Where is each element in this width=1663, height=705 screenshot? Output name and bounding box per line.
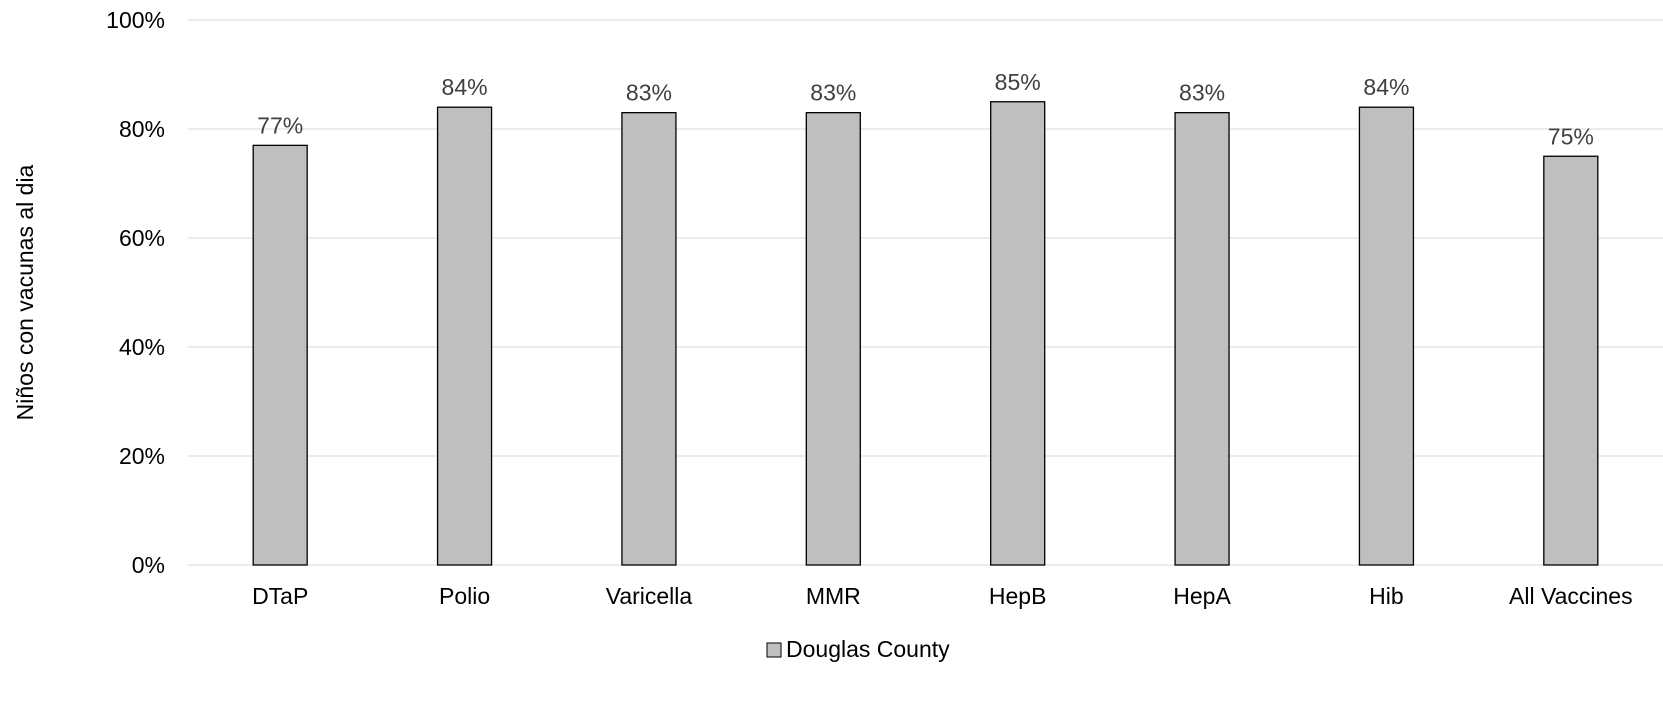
bars: [252, 101, 1599, 566]
bar: [1543, 155, 1599, 566]
y-tick-label: 60%: [119, 225, 165, 251]
x-tick-label: All Vaccines: [1509, 583, 1633, 609]
data-label: 84%: [442, 74, 488, 100]
bar: [990, 101, 1046, 566]
x-tick-label: MMR: [806, 583, 861, 609]
bar: [436, 106, 493, 566]
data-label: 77%: [257, 112, 303, 138]
x-tick-label: Varicella: [606, 583, 693, 609]
y-axis-title: Niños con vacunas al dia: [12, 164, 38, 420]
y-tick-label: 0%: [132, 552, 165, 578]
y-tick-label: 80%: [119, 116, 165, 142]
y-tick-label: 100%: [106, 7, 165, 33]
y-tick-label: 40%: [119, 334, 165, 360]
y-axis-ticks: 0% 20% 40% 60% 80% 100%: [106, 7, 165, 578]
x-tick-label: Hib: [1369, 583, 1404, 609]
x-tick-label: DTaP: [252, 583, 308, 609]
x-tick-label: Polio: [439, 583, 490, 609]
bar: [805, 112, 861, 566]
data-label: 83%: [810, 80, 856, 106]
data-label: 85%: [995, 69, 1041, 95]
bar: [252, 144, 308, 566]
data-label: 75%: [1548, 123, 1594, 149]
data-labels: 77% 84% 83% 83% 85% 83% 84% 75%: [257, 69, 1594, 150]
data-label: 83%: [626, 80, 672, 106]
gridlines: [188, 19, 1663, 566]
legend-label: Douglas County: [786, 636, 950, 662]
x-tick-label: HepA: [1173, 583, 1231, 609]
data-label: 84%: [1363, 74, 1409, 100]
bar: [1174, 112, 1230, 566]
x-tick-label: HepB: [989, 583, 1047, 609]
legend: Douglas County: [766, 636, 950, 662]
bar: [621, 112, 677, 566]
legend-swatch: [766, 642, 782, 658]
data-label: 83%: [1179, 80, 1225, 106]
bar: [1358, 106, 1415, 566]
x-axis-ticks: DTaP Polio Varicella MMR HepB HepA Hib All Vacc…: [252, 583, 1633, 609]
y-tick-label: 20%: [119, 443, 165, 469]
